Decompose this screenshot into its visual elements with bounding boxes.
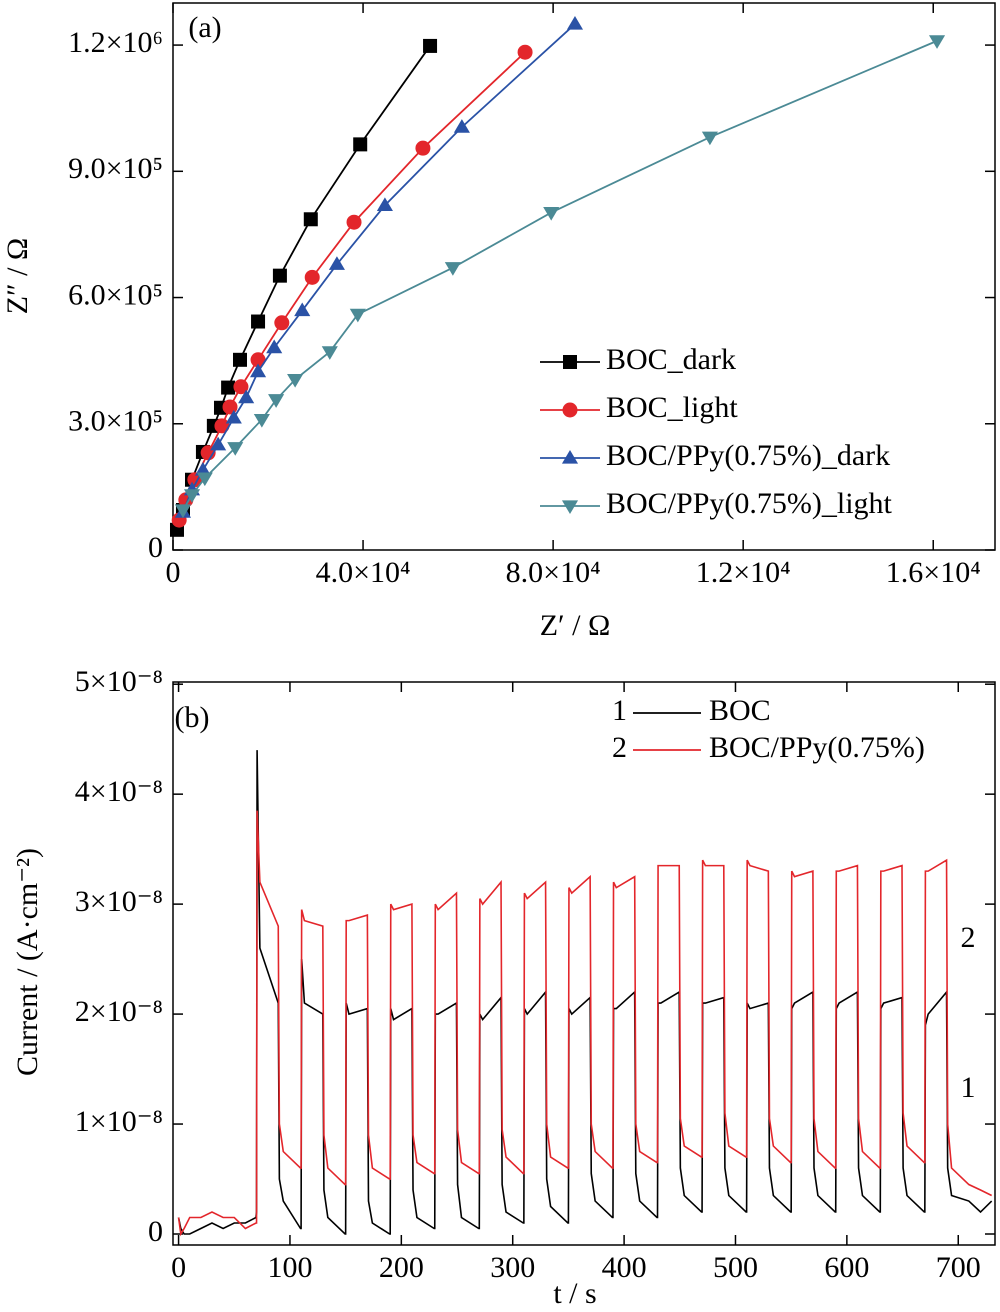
panel-label: (a)	[188, 11, 221, 44]
marker	[349, 308, 366, 323]
panel-label: (b)	[175, 701, 210, 734]
marker	[250, 363, 267, 378]
marker	[415, 140, 431, 156]
curve-label: 2	[961, 921, 976, 954]
marker	[194, 462, 211, 476]
marker	[566, 15, 584, 30]
marker	[701, 131, 718, 146]
x-tick-label: 0	[171, 1251, 186, 1284]
legend-number: 2	[612, 731, 627, 764]
x-tick-label: 700	[936, 1251, 981, 1284]
curve-label: 1	[961, 1071, 976, 1104]
legend-number: 1	[612, 694, 627, 727]
series-line	[178, 51, 526, 521]
marker	[174, 504, 192, 519]
marker	[238, 389, 255, 404]
series-line	[177, 810, 993, 1237]
series-line	[182, 23, 576, 513]
marker	[346, 214, 362, 230]
x-axis-title: Z′ / Ω	[540, 609, 611, 642]
marker	[266, 339, 283, 354]
y-tick-label: 4×10⁻⁸	[75, 775, 163, 808]
marker	[214, 418, 230, 434]
y-axis-title: Current / (A·cm⁻²)	[11, 848, 44, 1076]
marker	[233, 379, 249, 395]
x-tick-label: 1.6×10⁴	[886, 556, 981, 589]
marker	[227, 442, 244, 456]
marker	[517, 44, 533, 60]
marker	[294, 302, 311, 317]
x-tick-label: 400	[602, 1251, 647, 1284]
x-axis-title: t / s	[553, 1277, 596, 1310]
marker	[928, 35, 946, 49]
marker	[268, 394, 285, 408]
y-tick-label: 5×10⁻⁸	[75, 665, 163, 698]
y-tick-label: 9.0×10⁵	[68, 152, 163, 185]
marker	[321, 346, 338, 360]
y-tick-label: 6.0×10⁵	[68, 278, 163, 311]
marker	[562, 402, 578, 418]
marker	[221, 380, 236, 395]
x-tick-label: 200	[379, 1251, 424, 1284]
marker	[563, 355, 577, 369]
marker	[274, 315, 290, 331]
y-tick-label: 2×10⁻⁸	[75, 995, 163, 1028]
x-tick-label: 1.2×10⁴	[696, 556, 791, 589]
y-tick-label: 3×10⁻⁸	[75, 885, 163, 918]
marker	[251, 314, 266, 329]
series-line	[176, 45, 431, 531]
marker	[561, 449, 579, 464]
legend-label: BOC/PPy(0.75%)	[709, 731, 925, 764]
y-tick-label: 1.2×10⁶	[68, 26, 163, 59]
x-tick-label: 8.0×10⁴	[506, 556, 601, 589]
y-tick-label: 0	[148, 531, 163, 564]
plot-frame	[172, 2, 996, 551]
marker	[232, 352, 247, 367]
marker	[561, 500, 579, 515]
y-axis-title: Z″ / Ω	[1, 238, 34, 314]
marker	[353, 137, 368, 152]
marker	[225, 409, 242, 424]
marker	[328, 256, 345, 270]
y-tick-label: 0	[148, 1215, 163, 1248]
legend-label: BOC_light	[606, 391, 738, 424]
y-tick-label: 1×10⁻⁸	[75, 1105, 163, 1138]
marker	[253, 413, 270, 428]
legend-label: BOC_dark	[606, 343, 736, 376]
marker	[423, 38, 438, 53]
marker	[453, 119, 470, 133]
x-tick-label: 100	[267, 1251, 312, 1284]
marker	[210, 436, 227, 451]
legend-label: BOC/PPy(0.75%)_light	[606, 487, 893, 520]
marker	[303, 212, 318, 227]
marker	[376, 197, 393, 211]
marker	[272, 268, 287, 283]
marker	[183, 489, 201, 503]
marker	[444, 262, 461, 276]
marker	[196, 472, 213, 487]
marker	[287, 373, 304, 388]
x-tick-label: 600	[824, 1251, 869, 1284]
marker	[304, 269, 320, 285]
x-tick-label: 500	[713, 1251, 758, 1284]
legend-label: BOC/PPy(0.75%)_dark	[606, 439, 890, 472]
marker	[543, 206, 560, 221]
x-tick-label: 4.0×10⁴	[316, 556, 411, 589]
marker	[222, 399, 238, 415]
plot-frame	[172, 681, 996, 1246]
marker	[250, 352, 266, 368]
y-tick-label: 3.0×10⁵	[68, 405, 163, 438]
x-tick-label: 0	[166, 556, 181, 589]
x-tick-label: 300	[490, 1251, 535, 1284]
legend-label: BOC	[709, 694, 771, 727]
